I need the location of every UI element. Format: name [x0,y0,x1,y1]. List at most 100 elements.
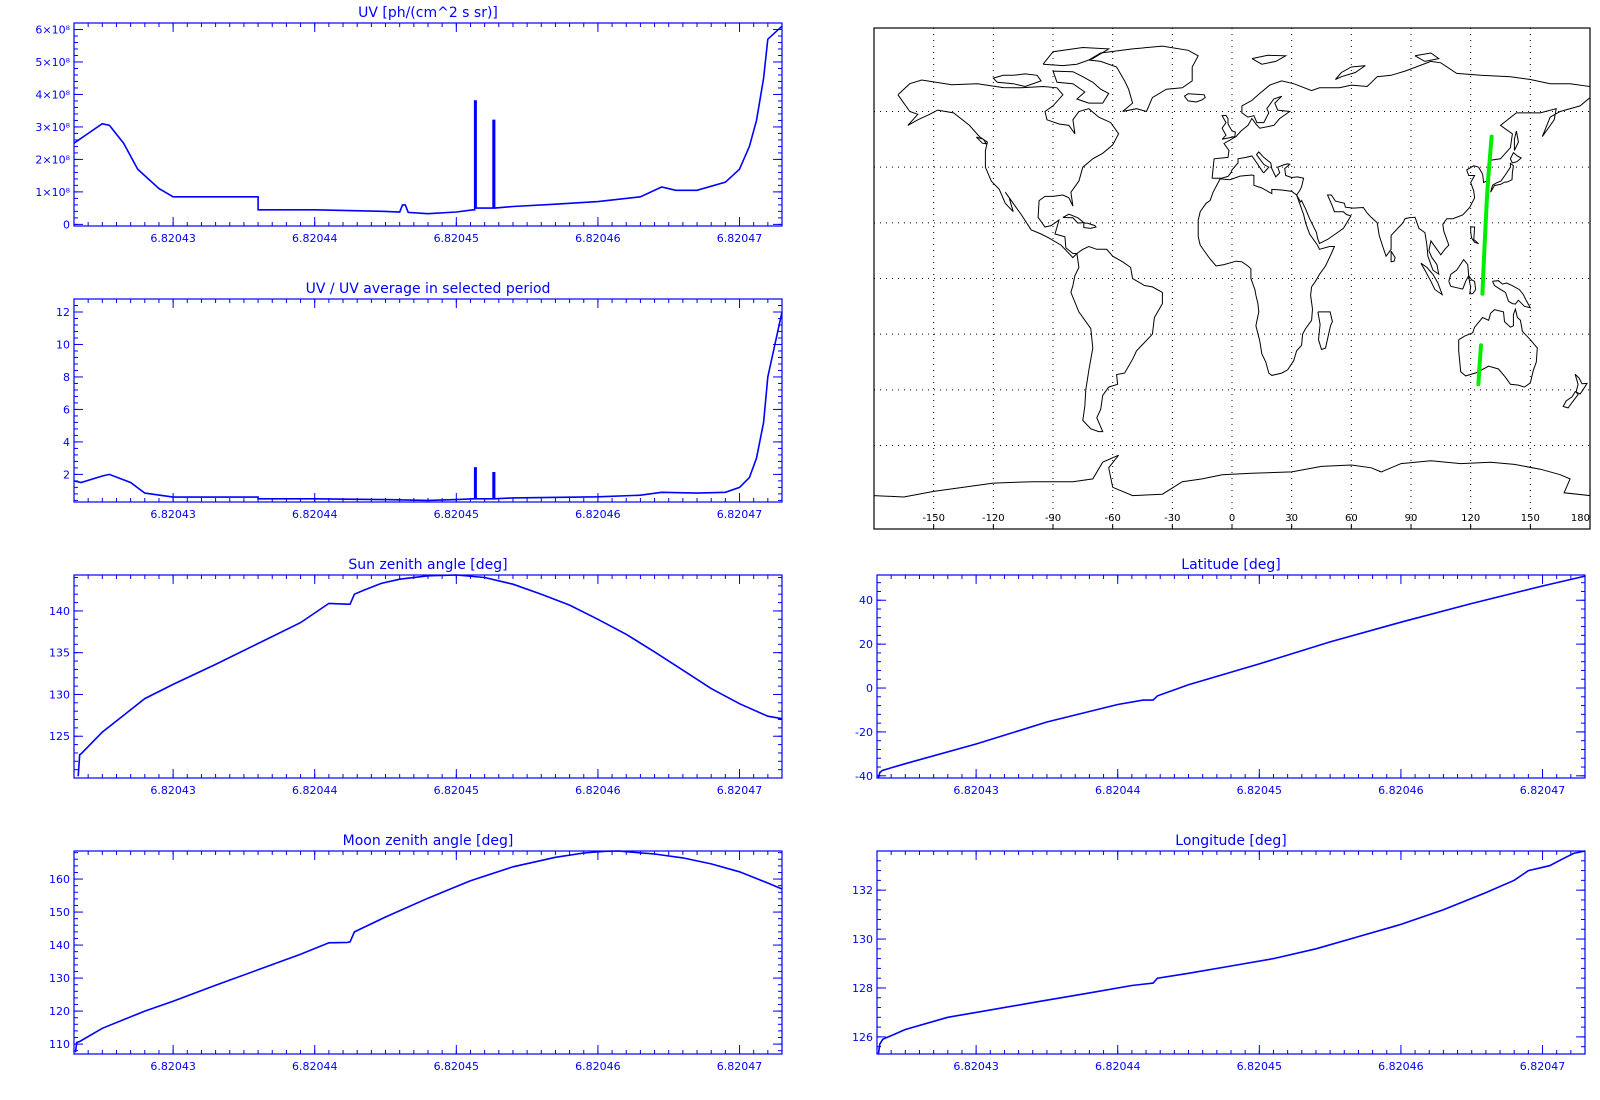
uv-y-tick-label: 2×10⁸ [35,153,70,166]
map-lon-label: 180 [1571,513,1590,524]
uv-y-tick-label: 0 [63,218,70,231]
uv-ratio-y-tick-label: 2 [63,468,70,481]
world-map: -150 -120 -90 -60 -30 0 30 60 90 120 150 180 [873,27,1591,530]
coastline [1490,162,1514,193]
coastline [992,73,1042,88]
uv-chart: UV [ph/(cm^2 s sr)] 6.82043 6.82044 6.8204… [35,5,783,245]
uv-ratio-x-tick-label: 6.82044 [292,508,338,521]
moon-zenith-x-tick-label: 6.82047 [717,1060,763,1073]
coastline [1070,245,1163,433]
longitude-x-tick-label: 6.82043 [953,1060,999,1073]
sun-zenith-x-tick-label: 6.82046 [575,784,621,797]
coastline [1513,130,1519,151]
coastline [1562,390,1579,409]
world-map-coastlines [873,45,1591,513]
uv-chart-series-line [73,25,783,215]
moon-zenith-x-tick-label: 6.82043 [150,1060,196,1073]
moon-zenith-y-tick-label: 110 [49,1038,70,1051]
moon-zenith-chart-title: Moon zenith angle [deg] [343,833,514,849]
latitude-y-tick-label: 40 [859,594,873,607]
map-lon-label: -120 [982,513,1005,524]
longitude-y-tick-label: 132 [852,884,873,897]
map-lon-label: -90 [1045,513,1061,524]
uv-ratio-y-tick-label: 8 [63,371,70,384]
uv-ratio-chart-ticks: 6.82043 6.82044 6.82045 6.82046 6.82047 2 4 6 8 1… [56,298,783,521]
map-lon-label: 0 [1229,513,1235,524]
latitude-x-tick-label: 6.82044 [1095,784,1141,797]
uv-x-tick-label: 6.82045 [434,232,480,245]
uv-ratio-x-tick-label: 6.82047 [717,508,763,521]
uv-ratio-y-tick-label: 10 [56,338,70,351]
uv-y-tick-label: 6×10⁸ [35,23,70,36]
sun-zenith-x-tick-label: 6.82045 [434,784,480,797]
longitude-chart: Longitude [deg] 6.82043 6.82044 6.82045 6.8… [852,833,1586,1073]
sun-zenith-chart-frame [73,574,783,779]
satellite-track-segment [1480,134,1494,296]
coastline [1470,226,1479,245]
latitude-y-tick-label: -20 [855,726,873,739]
sun-zenith-y-tick-label: 125 [49,730,70,743]
moon-zenith-y-tick-label: 160 [49,873,70,886]
sun-zenith-x-tick-label: 6.82043 [150,784,196,797]
latitude-y-tick-label: 0 [866,682,873,695]
longitude-x-tick-label: 6.82046 [1378,1060,1424,1073]
longitude-y-tick-label: 128 [852,982,873,995]
coastline [1087,45,1199,113]
sun-zenith-y-tick-label: 130 [49,688,70,701]
map-lon-label: -60 [1104,513,1120,524]
uv-ratio-chart-series-line [73,311,783,502]
coastline [1197,174,1336,376]
coastline [1458,307,1538,388]
longitude-x-tick-label: 6.82047 [1520,1060,1566,1073]
sun-zenith-chart-title: Sun zenith angle [deg] [348,557,507,573]
latitude-y-tick-label: 20 [859,638,873,651]
latitude-chart-series-line [877,575,1586,779]
map-lon-label: -150 [922,513,945,524]
moon-zenith-y-tick-label: 130 [49,972,70,985]
uv-ratio-chart-frame [73,298,783,503]
map-lon-label: 90 [1405,513,1418,524]
map-lon-label: 60 [1345,513,1358,524]
sun-zenith-y-tick-label: 135 [49,647,70,660]
uv-y-tick-label: 5×10⁸ [35,56,70,69]
moon-zenith-chart-ticks: 6.82043 6.82044 6.82045 6.82046 6.82047 110 12… [49,851,783,1073]
uv-y-tick-label: 4×10⁸ [35,88,70,101]
uv-ratio-x-tick-label: 6.82046 [575,508,621,521]
uv-chart-title: UV [ph/(cm^2 s sr)] [358,5,498,21]
moon-zenith-x-tick-label: 6.82045 [434,1060,480,1073]
coastline [897,79,1120,259]
longitude-chart-series-line [877,850,1586,1055]
coastline [1211,60,1591,276]
uv-ratio-x-tick-label: 6.82043 [150,508,196,521]
moon-zenith-y-tick-label: 150 [49,906,70,919]
coastline [1414,52,1441,62]
sun-zenith-chart-ticks: 6.82043 6.82044 6.82045 6.82046 6.82047 125 13… [49,575,783,797]
latitude-chart: Latitude [deg] 6.82043 6.82044 6.82045 6.82… [855,557,1586,797]
coastline [976,136,988,145]
latitude-x-tick-label: 6.82047 [1520,784,1566,797]
coastline [873,454,1591,513]
uv-chart-frame [73,22,783,227]
longitude-y-tick-label: 130 [852,933,873,946]
uv-ratio-y-tick-label: 4 [63,436,70,449]
map-lon-label: 30 [1285,513,1298,524]
moon-zenith-chart-frame [73,850,783,1055]
map-lon-label: -30 [1164,513,1180,524]
latitude-chart-ticks: 6.82043 6.82044 6.82045 6.82046 6.82047 -40 -2… [855,575,1586,797]
world-map-longitude-labels: -150 -120 -90 -60 -30 0 30 60 90 120 150 180 [922,513,1591,529]
longitude-chart-frame [876,850,1586,1055]
sun-zenith-chart: Sun zenith angle [deg] 6.82043 6.82044 6.8… [49,557,783,797]
moon-zenith-chart: Moon zenith angle [deg] 6.82043 6.82044 6.… [49,833,783,1073]
latitude-x-tick-label: 6.82043 [953,784,999,797]
longitude-x-tick-label: 6.82045 [1237,1060,1283,1073]
sun-zenith-y-tick-label: 140 [49,605,70,618]
uv-x-tick-label: 6.82046 [575,232,621,245]
coastline [1042,46,1111,67]
coastline [1317,311,1333,351]
sun-zenith-x-tick-label: 6.82044 [292,784,338,797]
sun-zenith-chart-series-line [77,574,783,777]
coastline [1390,250,1396,263]
world-map-satellite-track [1476,134,1494,387]
latitude-x-tick-label: 6.82045 [1237,784,1283,797]
uv-y-tick-label: 1×10⁸ [35,186,70,199]
